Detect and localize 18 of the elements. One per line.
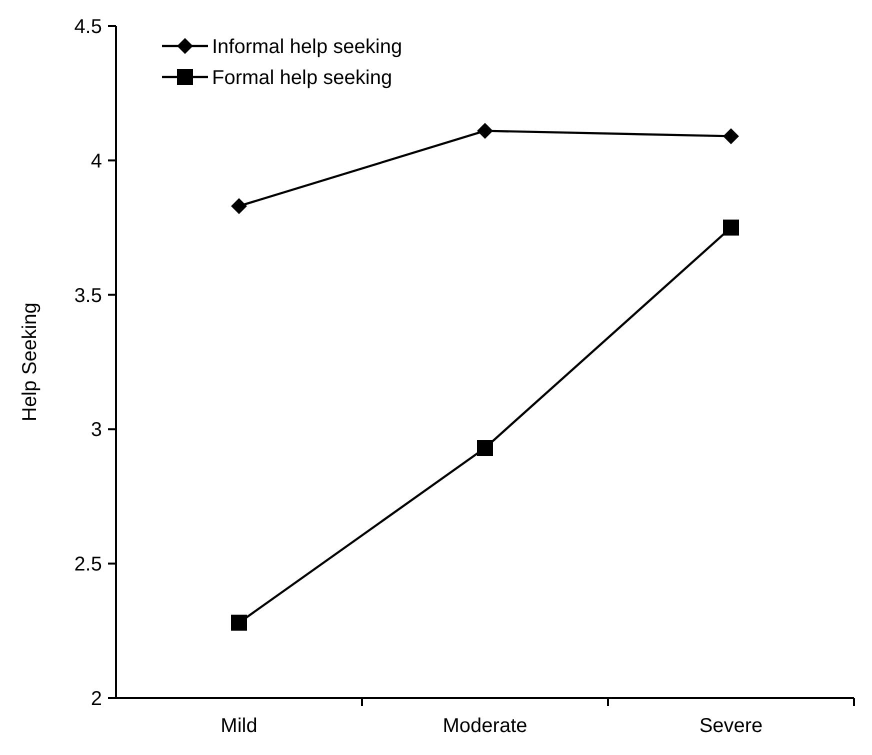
y-axis-title: Help Seeking [19,302,41,422]
y-tick-label: 3.5 [74,284,102,307]
y-tick-label: 4 [90,150,102,172]
point [477,122,493,139]
x-tick-label: Moderate [442,715,528,737]
y-tick-label: 2.5 [74,554,102,576]
legend-label: Informal help seeking [212,36,402,58]
x-tick-label: Mild [220,715,258,737]
y-tick-label: 3 [90,419,102,442]
point [231,614,247,631]
x-tick-label: Severe [699,715,763,737]
y-tick-label: 4.5 [74,16,102,38]
legend-label: Formal help seeking [212,67,392,89]
point [723,220,739,236]
point [723,128,739,144]
point [231,198,247,214]
point [477,440,493,456]
y-tick-label: 2 [90,688,102,710]
